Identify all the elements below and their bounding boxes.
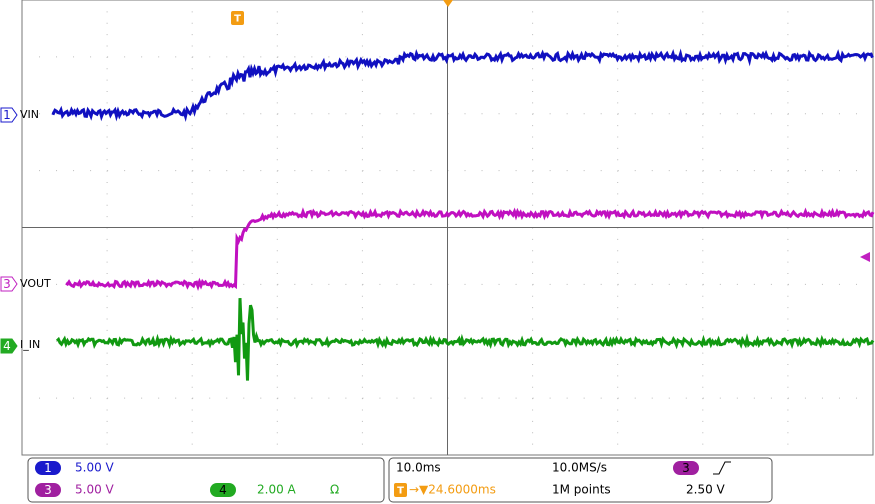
ch3-scale: 5.00 V (75, 483, 115, 497)
ch4-marker: 4 I_IN (0, 338, 40, 354)
ch1-scale: 5.00 V (75, 461, 115, 475)
trigger-icon: T (397, 486, 404, 497)
record-length: 1M points (552, 483, 611, 497)
vout-trace (65, 207, 875, 291)
channel-number: 1 (3, 108, 11, 122)
channel-label: I_IN (20, 338, 40, 351)
channel-number: 4 (3, 339, 11, 353)
iin-trace (55, 298, 875, 381)
trigger-marker: T (234, 14, 241, 25)
trigger-slope (713, 461, 731, 475)
ch4-badge (210, 483, 236, 497)
timebase: 10.0ms (396, 461, 441, 475)
trigger-source-badge (673, 461, 699, 475)
vin-trace (51, 48, 874, 122)
ch4-scale: 2.00 A (257, 483, 297, 497)
sample-rate: 10.0MS/s (552, 461, 607, 475)
channel-label: VIN (20, 108, 39, 121)
ch3-number: 3 (44, 483, 52, 497)
trigger-delay: →▼24.6000ms (409, 483, 496, 497)
ch1-marker: 1 VIN (0, 107, 39, 123)
trigger-icon-box (394, 483, 407, 497)
ch1-badge (35, 461, 61, 475)
trigger-level-marker (860, 252, 870, 262)
trigger-source: 3 (682, 461, 690, 475)
channel-panel (27, 457, 385, 503)
ch3-marker: 3 VOUT (0, 276, 51, 292)
ch3-badge (35, 483, 61, 497)
channel-label: VOUT (20, 277, 51, 290)
trigger-marker-box (231, 11, 244, 25)
ch1-number: 1 (44, 461, 52, 475)
ch4-number: 4 (219, 483, 227, 497)
trigger-level: 2.50 V (686, 483, 726, 497)
ch4-termination: Ω (330, 483, 339, 497)
traces (51, 48, 875, 381)
trigger-position (443, 0, 453, 7)
channel-number: 3 (3, 277, 11, 291)
